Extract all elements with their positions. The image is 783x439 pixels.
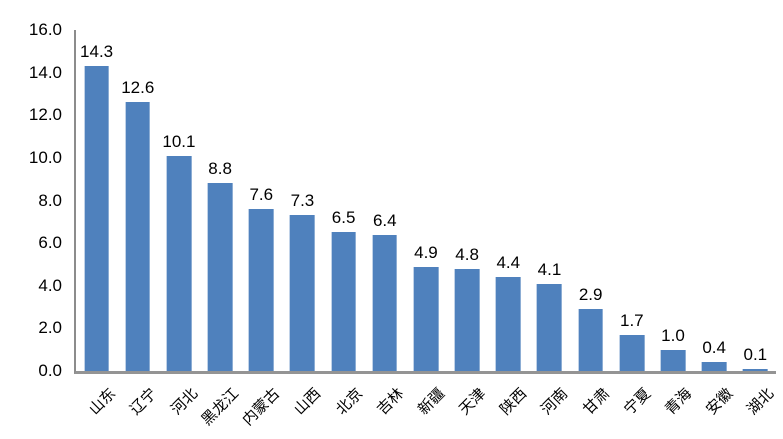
category-label: 安徽 xyxy=(703,385,737,419)
bar-slot: 1.7 宁夏 xyxy=(611,30,654,418)
y-tick-label: 4.0 xyxy=(38,275,62,295)
value-label: 14.3 xyxy=(80,42,114,62)
value-label: 1.0 xyxy=(661,325,685,345)
category-label: 陕西 xyxy=(497,385,531,419)
value-label: 12.6 xyxy=(121,78,155,98)
bar-slot: 4.1 河南 xyxy=(529,30,572,418)
category-label: 山西 xyxy=(291,385,325,419)
category-label: 新疆 xyxy=(414,385,449,419)
bar xyxy=(166,155,192,371)
bar-slot: 12.6 辽宁 xyxy=(117,30,160,418)
value-label: 6.4 xyxy=(372,210,397,230)
bar-slot: 2.9 甘肃 xyxy=(570,30,613,418)
category-label: 青海 xyxy=(661,385,696,419)
bar-slot: 10.1 河北 xyxy=(158,30,201,419)
y-tick-label: 16.0 xyxy=(28,20,62,39)
bar-slot: 1.0 青海 xyxy=(652,30,695,418)
category-label: 甘肃 xyxy=(579,385,613,419)
bar-slot: 7.3 山西 xyxy=(282,30,325,418)
value-label: 4.8 xyxy=(455,244,479,264)
bar-slot: 0.1 湖北 xyxy=(735,30,777,418)
category-label: 河南 xyxy=(538,385,572,419)
bar xyxy=(290,215,315,371)
value-label: 10.1 xyxy=(162,131,196,151)
y-tick-label: 14.0 xyxy=(28,62,62,82)
category-label: 天津 xyxy=(456,385,490,419)
y-tick-label: 6.0 xyxy=(38,233,62,253)
category-label: 北京 xyxy=(332,385,366,419)
bar xyxy=(331,232,356,371)
y-tick-label: 10.0 xyxy=(28,147,62,167)
bar xyxy=(207,183,233,371)
bar xyxy=(125,102,151,371)
category-label: 吉林 xyxy=(373,385,407,419)
bar-slot: 6.4 吉林 xyxy=(364,30,407,418)
value-label: 4.4 xyxy=(496,253,521,273)
category-label: 山东 xyxy=(85,385,119,419)
category-label: 湖北 xyxy=(744,385,778,419)
bar xyxy=(372,234,398,371)
y-tick-label: 2.0 xyxy=(38,318,62,338)
category-label: 内蒙古 xyxy=(239,385,284,429)
bar-slot: 14.3 山东 xyxy=(76,30,119,418)
value-label: 2.9 xyxy=(578,285,603,305)
bar-series: 14.3 山东 12.6 辽宁 10.1 河北 8.8 黑龙江 7.6 内蒙古 7.3 山西 6.5 北京… xyxy=(76,30,777,429)
bar-slot: 4.9 新疆 xyxy=(405,30,448,418)
bar-slot: 8.8 黑龙江 xyxy=(198,30,242,429)
value-label: 4.9 xyxy=(414,242,438,262)
y-tick-label: 12.0 xyxy=(28,105,62,125)
bar xyxy=(619,334,645,371)
bar-slot: 4.8 天津 xyxy=(447,30,489,418)
value-label: 7.6 xyxy=(249,185,274,205)
category-label: 辽宁 xyxy=(126,385,160,419)
value-label: 4.1 xyxy=(537,259,562,279)
plot-area: 14.3 山东 12.6 辽宁 10.1 河北 8.8 黑龙江 7.6 内蒙古 7.3 山西 6.5 北京… xyxy=(74,30,777,429)
bar xyxy=(495,277,521,371)
value-label: 0.4 xyxy=(702,338,726,358)
value-label: 8.8 xyxy=(208,159,232,179)
bar xyxy=(248,209,274,371)
value-label: 6.5 xyxy=(331,208,356,228)
bar-slot: 4.4 陕西 xyxy=(488,30,530,418)
value-label: 1.7 xyxy=(619,310,644,330)
bar xyxy=(578,309,603,371)
bar-slot: 0.4 安徽 xyxy=(694,30,736,418)
bar xyxy=(84,66,109,371)
category-label: 宁夏 xyxy=(620,385,654,419)
value-label: 0.1 xyxy=(743,344,768,364)
bar-slot: 6.5 北京 xyxy=(323,30,366,418)
bar xyxy=(537,283,562,371)
bar xyxy=(413,266,439,371)
bar-slot: 7.6 内蒙古 xyxy=(240,30,284,429)
bar xyxy=(701,362,727,371)
bar xyxy=(660,349,686,371)
bar xyxy=(742,368,768,371)
y-tick-label: 8.0 xyxy=(38,190,62,210)
y-tick-label: 0.0 xyxy=(38,361,62,380)
category-label: 黑龙江 xyxy=(198,385,243,429)
value-label: 7.3 xyxy=(290,191,315,211)
bar xyxy=(454,268,480,371)
